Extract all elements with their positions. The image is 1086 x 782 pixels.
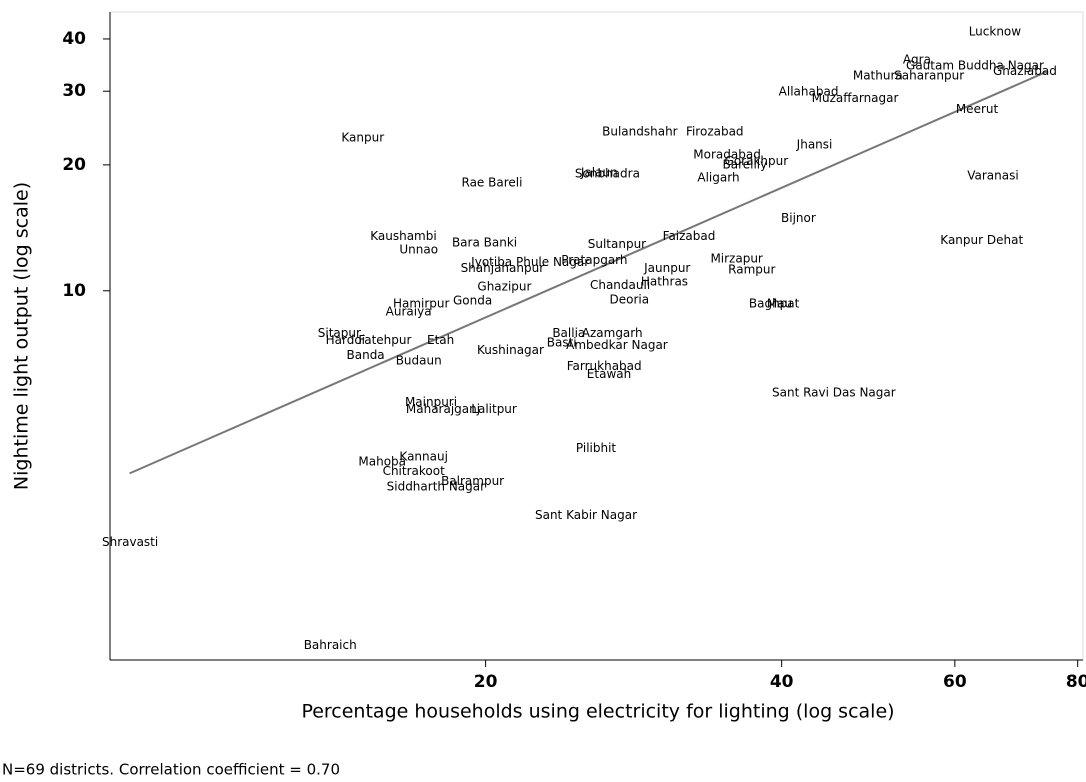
- point-label: Balrampur: [441, 474, 504, 488]
- point-label: Firozabad: [686, 124, 744, 138]
- point-label: Pilibhit: [576, 441, 617, 455]
- point-label: Etah: [427, 333, 454, 347]
- point-label: Rampur: [728, 263, 775, 277]
- point-label: Bareilly: [723, 157, 768, 171]
- y-axis-label: Nightime light output (log scale): [11, 182, 33, 490]
- point-label: Shravasti: [102, 535, 158, 549]
- x-tick-label: 40: [770, 672, 794, 692]
- point-label: Sitapur: [318, 326, 361, 340]
- point-label: Mainpuri: [405, 395, 457, 409]
- point-label: Pratapgarh: [561, 253, 627, 267]
- point-label: Kaushambi: [370, 229, 436, 243]
- point-label: Azamgarh: [582, 326, 643, 340]
- point-label: Sant Kabir Nagar: [535, 508, 637, 522]
- point-label: Moradabad: [693, 148, 761, 162]
- point-label: Hathras: [641, 274, 688, 288]
- point-label: Rae Bareli: [462, 176, 523, 190]
- point-label: Maharajganj: [406, 402, 480, 416]
- point-label: Ghaziabad: [993, 64, 1057, 78]
- point-label: Faizabad: [663, 229, 716, 243]
- point-label: Kushinagar: [477, 343, 544, 357]
- point-label: Fatehpur: [358, 333, 411, 347]
- point-label: Banda: [347, 348, 385, 362]
- point-label: Unnao: [399, 243, 438, 257]
- point-label: Kanpur Dehat: [940, 233, 1023, 247]
- point-label: Jhansi: [796, 138, 833, 152]
- point-label: Varanasi: [967, 169, 1018, 183]
- x-tick-label: 60: [943, 672, 967, 692]
- point-label: Auraiya: [386, 304, 432, 318]
- point-label: Jalaun: [580, 166, 618, 180]
- point-label: Gorakhpur: [725, 154, 789, 168]
- note: N=69 districts. Correlation coefficient …: [2, 761, 340, 779]
- point-label: Sultanpur: [588, 237, 646, 251]
- point-label: Hamirpur: [393, 296, 450, 310]
- y-tick-label: 30: [62, 81, 86, 101]
- point-label: Deoria: [610, 293, 650, 307]
- point-label: Mirzapur: [710, 252, 762, 266]
- point-label: Mau: [767, 296, 792, 310]
- point-label: Basti: [547, 336, 577, 350]
- y-tick-label: 40: [62, 29, 86, 49]
- point-label: Chandauli: [590, 278, 650, 292]
- point-label: Agra: [903, 53, 931, 67]
- point-label: Aligarh: [697, 171, 739, 185]
- point-label: Farrukhabad: [567, 359, 642, 373]
- point-label: Sonbhadra: [575, 167, 640, 181]
- point-label: Allahabad: [779, 84, 839, 98]
- point-label: Bulandshahr: [602, 124, 678, 138]
- x-axis-label: Percentage households using electricity …: [301, 701, 894, 723]
- point-label: Budaun: [396, 353, 442, 367]
- point-label: Jyotiba Phule Nagar: [470, 255, 589, 269]
- y-tick-label: 10: [62, 281, 86, 301]
- point-label: Siddharth Nagar: [387, 479, 486, 493]
- point-label: Jaunpur: [643, 261, 690, 275]
- point-label: Ballia: [552, 326, 585, 340]
- point-label: Meerut: [956, 102, 999, 116]
- point-label: Kanpur: [341, 130, 384, 144]
- x-tick-label: 80: [1066, 672, 1086, 692]
- fit-line: [129, 70, 1048, 475]
- point-label: Gonda: [453, 294, 492, 308]
- point-label: Bijnor: [781, 211, 816, 225]
- point-label: Mathura: [853, 69, 903, 83]
- point-label: Baghpat: [749, 296, 800, 310]
- point-label: Hardoi: [326, 333, 365, 347]
- point-label: Chitrakoot: [383, 464, 446, 478]
- point-label: Ambedkar Nagar: [566, 338, 668, 352]
- point-label: Lucknow: [969, 24, 1022, 38]
- point-label: Sant Ravi Das Nagar: [772, 385, 896, 399]
- point-label: Shahjahanpur: [461, 261, 545, 275]
- point-label: Lalitpur: [471, 402, 517, 416]
- point-label: Kannauj: [399, 450, 448, 464]
- x-tick-label: 20: [474, 672, 498, 692]
- point-label: Etawah: [587, 367, 631, 381]
- point-label: Bahraich: [304, 638, 357, 652]
- point-label: Saharanpur: [894, 69, 964, 83]
- point-label: Muzaffarnagar: [812, 91, 899, 105]
- y-tick-label: 20: [62, 155, 86, 175]
- point-label: Mahoba: [358, 454, 406, 468]
- point-label: Bara Banki: [452, 236, 517, 250]
- point-label: Ghazipur: [477, 280, 531, 294]
- point-label: Gautam Buddha Nagar: [906, 58, 1044, 72]
